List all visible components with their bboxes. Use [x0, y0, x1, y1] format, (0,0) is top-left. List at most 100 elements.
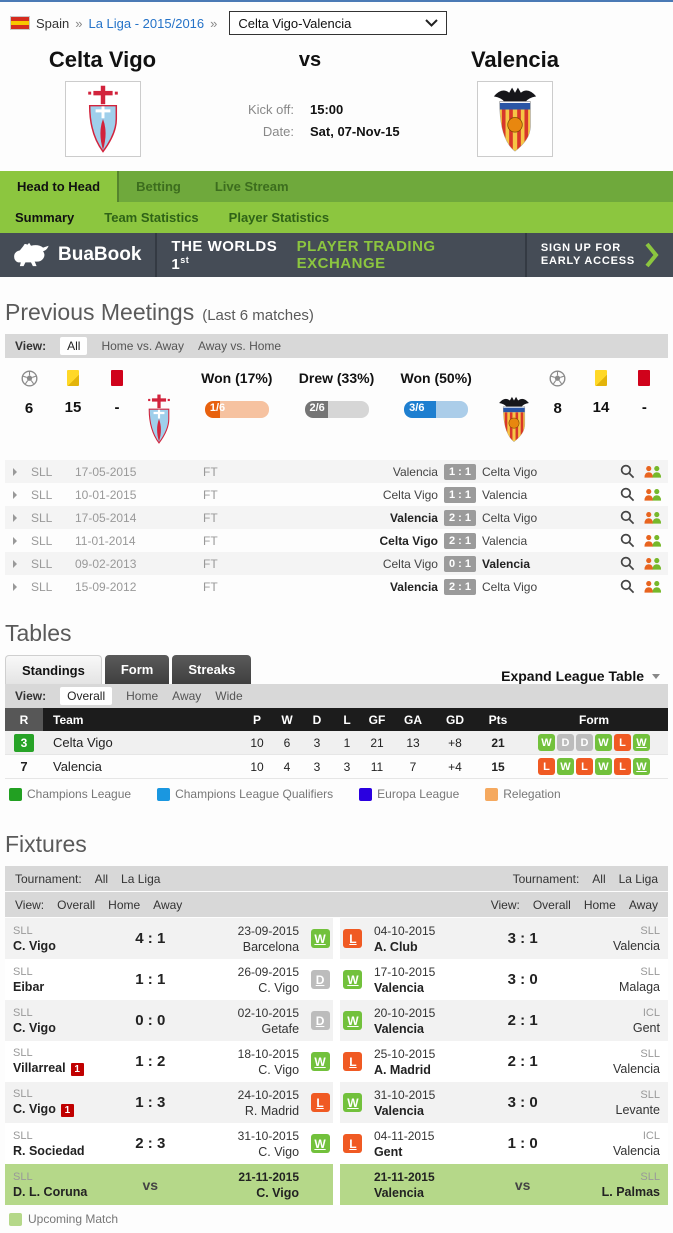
view-away[interactable]: Away [153, 897, 183, 912]
lineups-icon[interactable] [644, 488, 662, 502]
tab-head-to-head[interactable]: Head to Head [0, 171, 120, 202]
expand-row-icon[interactable] [5, 559, 25, 568]
tournament-la-liga[interactable]: La Liga [121, 871, 161, 886]
tournament-all[interactable]: All [94, 871, 109, 886]
meeting-row[interactable]: SLL 15-09-2012 FT Valencia 2 : 1 Celta V… [5, 575, 668, 598]
search-icon[interactable] [620, 556, 635, 571]
view-option-overall[interactable]: Overall [60, 687, 113, 705]
summary-won-away: Won (50%) 3/6 [386, 370, 486, 418]
chevron-right-icon [645, 242, 659, 268]
previous-meetings-view-bar: View: All Home vs. Away Away vs. Home [5, 334, 668, 358]
score-badge: 2 : 1 [443, 532, 476, 549]
view-option-away[interactable]: Away [172, 689, 202, 703]
search-icon[interactable] [620, 510, 635, 525]
home-stats-group: 6 15 - [13, 370, 131, 417]
banner-brand: BuaBook [58, 244, 142, 265]
meeting-row[interactable]: SLL 09-02-2013 FT Celta Vigo 0 : 1 Valen… [5, 552, 668, 575]
tab-form[interactable]: Form [104, 655, 170, 684]
lineups-icon[interactable] [644, 465, 662, 479]
result-badge: W [343, 1011, 363, 1030]
fixture-row[interactable]: SLL R. Sociedad 2 : 3 31-10-2015 C. Vigo W… [5, 1123, 668, 1164]
fixture-row[interactable]: SLL C. Vigo 1 1 : 3 24-10-2015 R. Madrid L … [5, 1082, 668, 1123]
tab-team-statistics[interactable]: Team Statistics [104, 210, 199, 225]
view-option-home-vs-away[interactable]: Home vs. Away [101, 339, 184, 353]
view-overall[interactable]: Overall [57, 897, 96, 912]
tab-player-statistics[interactable]: Player Statistics [228, 210, 330, 225]
previous-meetings-title: Previous Meetings [5, 299, 195, 325]
fixture-row[interactable]: SLL C. Vigo 0 : 0 02-10-2015 Getafe D W 20… [5, 1000, 668, 1041]
europa-league-color-swatch [359, 787, 373, 801]
fixture-row[interactable]: SLL Villarreal 1 1 : 2 18-10-2015 C. Vigo W… [5, 1041, 668, 1082]
view-overall[interactable]: Overall [532, 897, 571, 912]
tab-summary[interactable]: Summary [15, 210, 75, 225]
search-icon[interactable] [620, 464, 635, 479]
view-home[interactable]: Home [583, 897, 616, 912]
tables-tab-row: Standings Form Streaks Expand League Tab… [5, 655, 668, 684]
search-icon[interactable] [620, 533, 635, 548]
table-legend: Champions League Champions League Qualif… [5, 779, 668, 809]
divider [524, 233, 527, 277]
result-badge: W [343, 970, 363, 989]
relegation-color-swatch [485, 787, 499, 801]
expand-row-icon[interactable] [5, 582, 25, 591]
tab-betting[interactable]: Betting [136, 179, 181, 194]
cl-qualifiers-color-swatch [157, 787, 171, 801]
match-select-dropdown[interactable]: Celta Vigo-Valencia [229, 11, 448, 35]
team-name[interactable]: Valencia [53, 759, 102, 774]
lineups-icon[interactable] [644, 557, 662, 571]
meeting-row[interactable]: SLL 10-01-2015 FT Celta Vigo 1 : 1 Valen… [5, 483, 668, 506]
meeting-row[interactable]: SLL 17-05-2015 FT Valencia 1 : 1 Celta V… [5, 460, 668, 483]
expand-row-icon[interactable] [5, 490, 25, 499]
breadcrumb-country: Spain [36, 15, 70, 31]
team-name[interactable]: Celta Vigo [53, 735, 113, 750]
expand-league-table-button[interactable]: Expand League Table [501, 668, 668, 684]
view-option-wide[interactable]: Wide [215, 689, 243, 703]
match-header: Celta Vigo vs Kick off: 15:00 Date: Sat,… [0, 41, 673, 171]
view-home[interactable]: Home [108, 897, 141, 912]
away-team-block: Valencia [415, 45, 615, 157]
home-goals: 6 [24, 400, 34, 417]
tab-streaks[interactable]: Streaks [172, 655, 252, 684]
tournament-la-liga[interactable]: La Liga [618, 871, 658, 886]
tab-live-stream[interactable]: Live Stream [214, 179, 289, 194]
score-badge: 1 : 1 [443, 486, 476, 503]
search-icon[interactable] [620, 579, 635, 594]
celta-vigo-crest-icon [148, 394, 170, 444]
tournament-all[interactable]: All [592, 871, 606, 886]
lineups-icon[interactable] [644, 511, 662, 525]
ad-banner[interactable]: BuaBook THE WORLDS 1st PLAYER TRADING EX… [0, 233, 673, 277]
expand-row-icon[interactable] [5, 536, 25, 545]
away-red-cards: - [641, 399, 647, 416]
home-team-mini-crest [131, 394, 187, 444]
view-away[interactable]: Away [628, 897, 658, 912]
sub-tab-bar: Summary Team Statistics Player Statistic… [0, 202, 673, 233]
view-option-home[interactable]: Home [126, 689, 159, 703]
expand-row-icon[interactable] [5, 513, 25, 522]
lineups-icon[interactable] [644, 580, 662, 594]
home-team-block: Celta Vigo [0, 45, 205, 157]
breadcrumb-league-link[interactable]: La Liga - 2015/2016 [88, 15, 205, 31]
view-option-away-vs-home[interactable]: Away vs. Home [197, 339, 282, 353]
upcoming-fixture-row[interactable]: SLL D. L. Coruna vs 21-11-2015 C. Vigo 21-… [5, 1164, 668, 1205]
match-info-block: vs Kick off: 15:00 Date: Sat, 07-Nov-15 [205, 45, 415, 157]
expand-row-icon[interactable] [5, 467, 25, 476]
search-icon[interactable] [620, 487, 635, 502]
meeting-row[interactable]: SLL 11-01-2014 FT Celta Vigo 2 : 1 Valen… [5, 529, 668, 552]
meeting-row[interactable]: SLL 17-05-2014 FT Valencia 2 : 1 Celta V… [5, 506, 668, 529]
result-badge: L [343, 929, 363, 948]
fixture-row[interactable]: SLL Eibar 1 : 1 26-09-2015 C. Vigo D W 17-… [5, 959, 668, 1000]
yellow-card-icon [67, 370, 79, 386]
view-option-all[interactable]: All [60, 337, 88, 355]
valencia-crest-icon [499, 396, 529, 442]
previous-meetings-list: SLL 17-05-2015 FT Valencia 1 : 1 Celta V… [5, 460, 668, 598]
red-card-count-badge: 1 [70, 1063, 84, 1076]
tab-standings[interactable]: Standings [5, 655, 102, 684]
lineups-icon[interactable] [644, 534, 662, 548]
signup-cta-button[interactable]: SIGN UP FOR EARLY ACCESS [527, 233, 673, 277]
fixture-row[interactable]: SLL C. Vigo 4 : 1 23-09-2015 Barcelona W L… [5, 918, 668, 959]
summary-won-home: Won (17%) 1/6 [187, 370, 287, 418]
kickoff-time: 15:00 [310, 102, 344, 117]
previous-meetings-section: Previous Meetings (Last 6 matches) View:… [0, 299, 673, 598]
